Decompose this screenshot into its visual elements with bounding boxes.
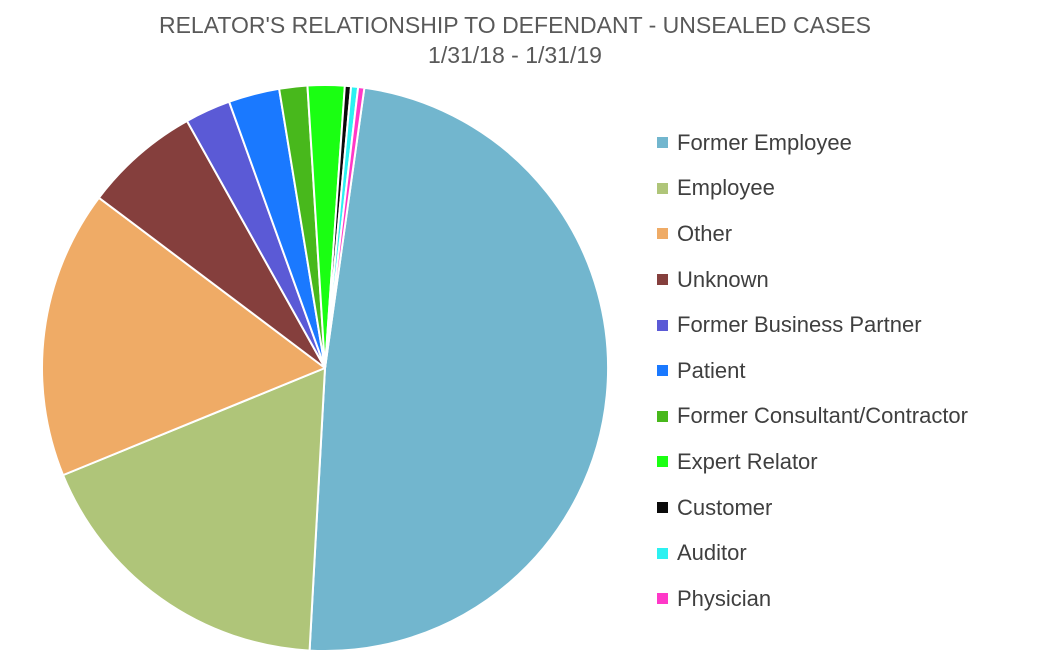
legend-item-former-consultant-contractor: Former Consultant/Contractor [657,394,1047,440]
legend-item-physician: Physician [657,576,1047,622]
legend-label: Former Employee [677,129,852,155]
legend-swatch [657,547,668,559]
legend-label: Patient [677,357,746,383]
legend-swatch [657,319,668,331]
chart-title-block: RELATOR'S RELATIONSHIP TO DEFENDANT - UN… [0,10,1030,70]
chart-legend: Former Employee Employee Other Unknown Forme… [657,120,1047,622]
legend-swatch [657,456,668,468]
legend-swatch [657,365,668,377]
pie-slice-employee [62,367,326,652]
legend-item-former-employee: Former Employee [657,120,1047,166]
legend-item-auditor: Auditor [657,530,1047,576]
pie-slice-former-employee [308,86,610,653]
legend-swatch [657,593,668,605]
legend-item-unknown: Unknown [657,257,1047,303]
pie-slice-other [41,196,326,477]
legend-label: Auditor [677,540,747,566]
legend-label: Physician [677,585,772,611]
chart-subtitle: 1/31/18 - 1/31/19 [428,42,602,68]
legend-swatch [657,137,668,149]
legend-swatch [657,228,668,240]
legend-item-patient: Patient [657,348,1047,394]
legend-label: Unknown [677,266,769,292]
legend-label: Former Consultant/Contractor [677,403,968,429]
legend-label: Former Business Partner [677,312,922,338]
legend-swatch [657,182,668,194]
pie-slice-unknown [97,119,326,369]
legend-label: Employee [677,175,775,201]
legend-item-employee: Employee [657,166,1047,212]
legend-item-other: Other [657,211,1047,257]
legend-item-former-business-partner: Former Business Partner [657,302,1047,348]
legend-label: Other [677,220,733,246]
legend-item-customer: Customer [657,485,1047,531]
legend-item-expert-relator: Expert Relator [657,439,1047,485]
legend-swatch [657,410,668,422]
pie-slices [41,84,610,653]
pie-slice-physician [324,85,366,369]
legend-label: Customer [677,494,773,520]
chart-title: RELATOR'S RELATIONSHIP TO DEFENDANT - UN… [158,12,872,38]
legend-label: Expert Relator [677,448,818,474]
legend-swatch [657,274,668,286]
legend-swatch [657,502,668,514]
